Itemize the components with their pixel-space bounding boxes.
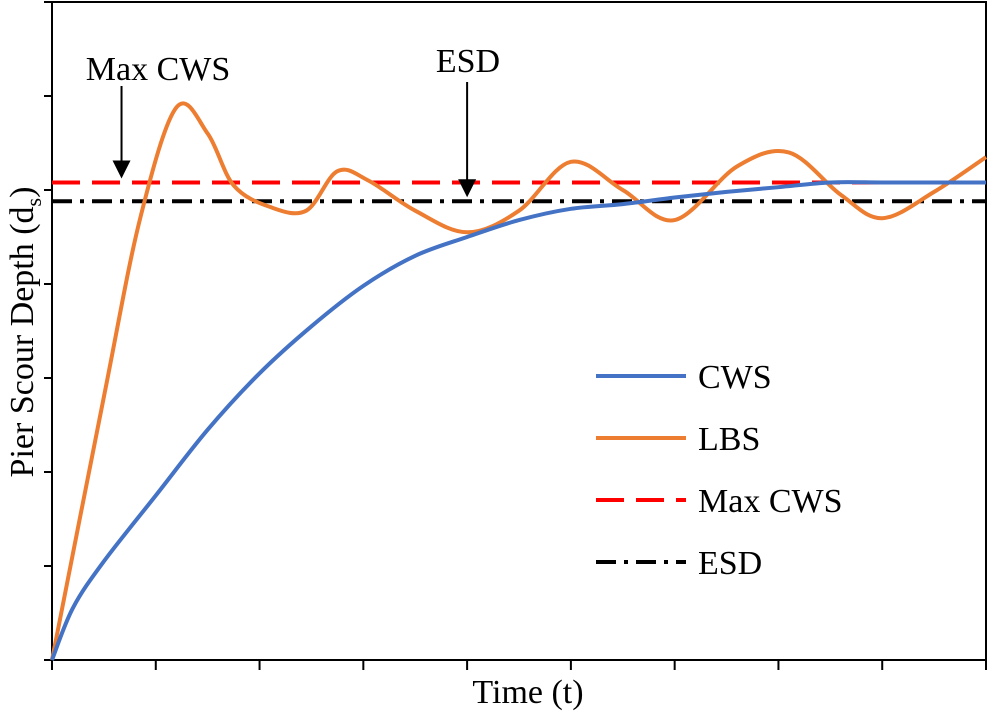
y-axis-ticks: [44, 1, 52, 661]
legend-label-max-cws: Max CWS: [698, 483, 843, 520]
plot-frame: [51, 1, 987, 661]
legend: CWS LBS Max CWS ESD: [596, 359, 843, 582]
legend-label-lbs: LBS: [698, 421, 760, 458]
legend-label-esd: ESD: [698, 545, 762, 582]
annotation-max-cws-label: Max CWS: [86, 51, 231, 88]
series-lbs-line: [50, 101, 988, 661]
annotation-esd-label: ESD: [436, 43, 500, 80]
y-axis-title: Pier Scour Depth (ds): [4, 187, 46, 478]
y-axis-title-close: ): [4, 187, 41, 198]
annotation-max-cws-arrow-head: [112, 160, 131, 179]
y-axis-title-subscript: s: [21, 198, 46, 207]
series-cws-line: [50, 180, 986, 661]
y-axis-title-main: Pier Scour Depth (d: [4, 206, 41, 477]
series-layer: [50, 101, 988, 661]
x-axis-ticks: [51, 660, 987, 670]
x-axis-title: Time (t): [472, 674, 583, 711]
annotation-esd-arrow-head: [458, 179, 477, 198]
legend-label-cws: CWS: [698, 359, 772, 396]
annotations: Max CWS ESD: [86, 43, 500, 198]
